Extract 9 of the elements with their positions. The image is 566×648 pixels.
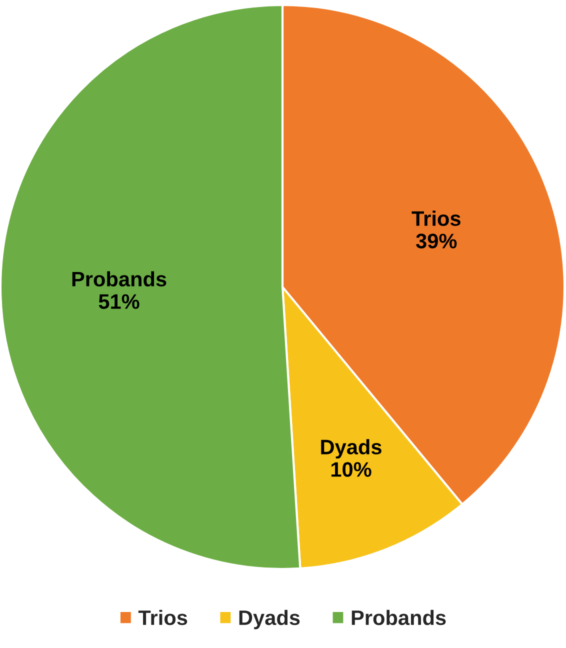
slice-label: Trios xyxy=(412,210,460,226)
legend-label: Dyads xyxy=(239,610,300,630)
data-label: 51% xyxy=(98,294,140,309)
data-label: 10% xyxy=(331,462,372,477)
data-label: 39% xyxy=(416,234,457,248)
legend-label: Probands xyxy=(352,610,446,626)
slice-label: Probands xyxy=(72,271,166,287)
slice-label: Dyads xyxy=(321,439,382,459)
legend-label: Trios xyxy=(138,610,188,626)
